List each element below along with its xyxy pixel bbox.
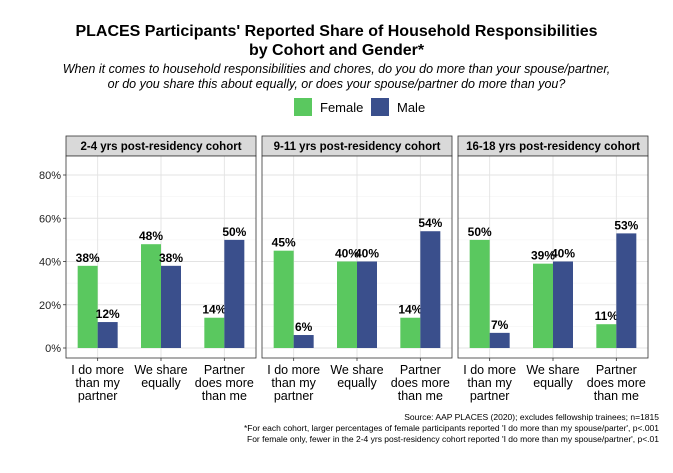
legend-label-female: Female (320, 99, 364, 115)
x-tick-label: We share (330, 363, 383, 377)
bar-female (596, 324, 617, 348)
bar-female (469, 239, 490, 348)
x-tick-label: partner (274, 389, 314, 403)
bar-male (97, 322, 118, 348)
bar-female (337, 261, 357, 348)
data-label: 14% (202, 303, 226, 317)
x-tick-label: I do more (71, 363, 124, 377)
panel-title: 9-11 yrs post-residency cohort (274, 141, 441, 153)
data-label: 40% (551, 247, 575, 261)
footnote-cohort: For female only, fewer in the 2-4 yrs po… (247, 434, 659, 444)
bar-female (77, 265, 98, 348)
x-tick-label: does more (195, 376, 254, 390)
bar-female (273, 250, 294, 348)
data-label: 14% (398, 303, 422, 317)
bar-female (533, 263, 553, 348)
x-tick-label: does more (391, 376, 450, 390)
bar-male (357, 261, 377, 348)
legend-swatch-female (294, 98, 312, 116)
chart-notes: Source: AAP PLACES (2020); excludes fell… (244, 412, 659, 445)
x-tick-label: than me (398, 389, 443, 403)
x-tick-label: than me (594, 389, 639, 403)
chart-subtitle-line2: or do you share this about equally, or d… (107, 77, 566, 91)
x-tick-label: Partner (400, 363, 441, 377)
legend-item-male: Male (371, 97, 425, 117)
y-tick-label: 0% (45, 343, 61, 355)
chart-title-line2: by Cohort and Gender* (248, 42, 425, 59)
bar-female (204, 317, 225, 348)
y-tick-label: 40% (39, 257, 61, 269)
bar-male (293, 335, 314, 348)
data-label: 40% (355, 247, 379, 261)
bar-male (224, 239, 245, 348)
bar-male (553, 261, 573, 348)
data-label: 40% (335, 247, 359, 261)
legend-swatch-male (371, 98, 389, 116)
x-tick-label: I do more (267, 363, 320, 377)
data-label: 6% (295, 320, 313, 334)
x-tick-label: equally (141, 376, 181, 390)
data-label: 50% (468, 225, 492, 239)
data-label: 11% (595, 309, 619, 323)
chart-legend: Female Male (0, 97, 673, 117)
x-tick-label: than me (202, 389, 247, 403)
x-tick-label: We share (134, 363, 187, 377)
bar-female (141, 244, 161, 348)
data-label: 7% (491, 318, 509, 332)
x-tick-label: than my (75, 376, 120, 390)
y-tick-label: 60% (39, 213, 61, 225)
y-tick-label: 20% (39, 300, 61, 312)
x-tick-label: partner (470, 389, 510, 403)
bar-male (420, 231, 441, 348)
source-note: Source: AAP PLACES (2020); excludes fell… (404, 412, 659, 422)
bar-male (161, 265, 181, 348)
chart-title-line1: PLACES Participants' Reported Share of H… (75, 23, 598, 40)
data-label: 50% (222, 225, 246, 239)
x-tick-label: does more (587, 376, 646, 390)
bar-female (400, 317, 421, 348)
y-tick-label: 80% (39, 170, 61, 182)
x-tick-label: equally (337, 376, 377, 390)
legend-label-male: Male (397, 99, 426, 115)
data-label: 53% (614, 218, 638, 232)
panel-title: 2-4 yrs post-residency cohort (80, 141, 241, 153)
bar-male (616, 233, 637, 348)
bar-male (489, 332, 510, 348)
panel-title: 16-18 yrs post-residency cohort (466, 141, 640, 153)
data-label: 12% (96, 307, 120, 321)
data-label: 39% (531, 249, 555, 263)
data-label: 45% (272, 236, 296, 250)
x-tick-label: partner (78, 389, 118, 403)
data-label: 48% (139, 229, 163, 243)
data-label: 54% (418, 216, 442, 230)
x-tick-label: than my (467, 376, 512, 390)
footnote-gender: *For each cohort, larger percentages of … (243, 423, 659, 433)
x-tick-label: We share (526, 363, 579, 377)
legend-item-female: Female (294, 97, 363, 117)
x-tick-label: equally (533, 376, 573, 390)
data-label: 38% (76, 251, 100, 265)
x-tick-label: than my (271, 376, 316, 390)
x-tick-label: Partner (204, 363, 245, 377)
x-tick-label: Partner (596, 363, 637, 377)
chart-subtitle-line1: When it comes to household responsibilit… (62, 62, 611, 76)
data-label: 38% (159, 251, 183, 265)
x-tick-label: I do more (463, 363, 516, 377)
